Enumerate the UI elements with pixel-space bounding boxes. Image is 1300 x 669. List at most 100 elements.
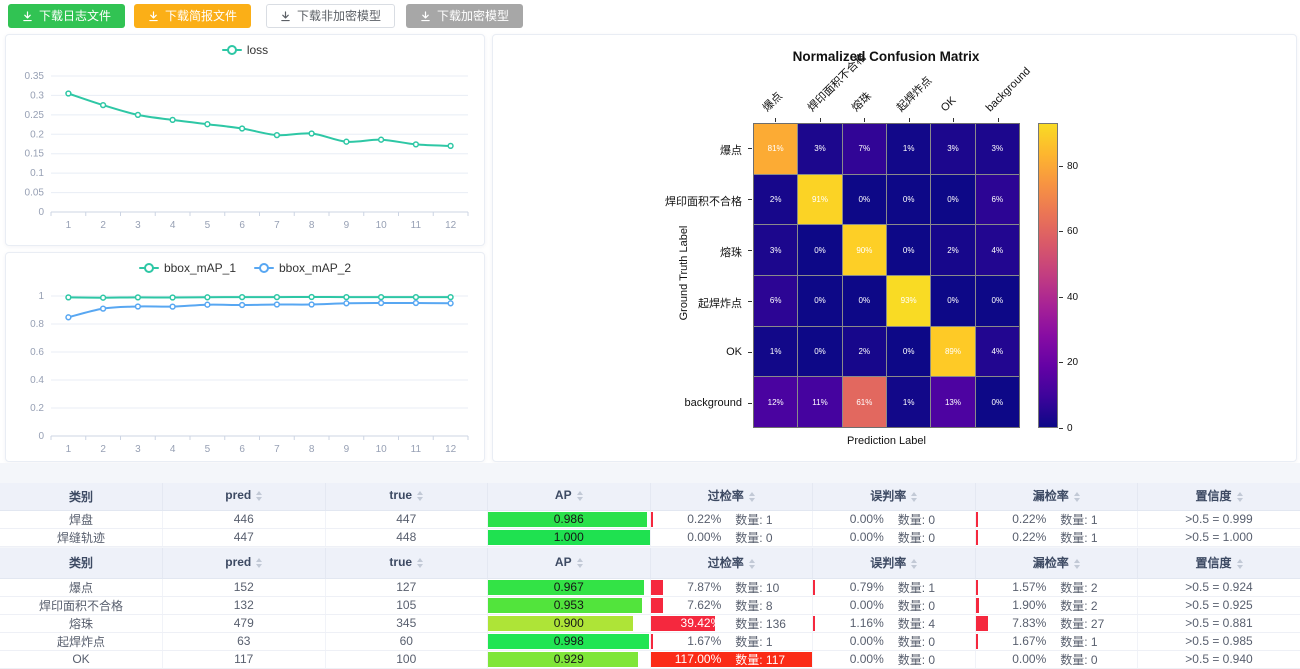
rate-cell-content: 0.00%数量: 0 xyxy=(813,651,975,668)
cm-cell: 91% xyxy=(798,175,841,225)
sort-icons[interactable] xyxy=(256,555,262,571)
data-point xyxy=(240,126,245,131)
cell-confidence: >0.5 = 0.999 xyxy=(1138,510,1300,528)
sort-icons[interactable] xyxy=(417,488,423,504)
cm-cell-value: 0% xyxy=(947,195,959,204)
rate-count: 数量: 1 xyxy=(1060,529,1118,546)
download-plain-model-button[interactable]: 下载非加密模型 xyxy=(266,4,395,28)
x-axis-tick-label: 6 xyxy=(239,444,245,455)
data-point xyxy=(448,295,453,300)
data-point xyxy=(448,301,453,306)
column-header-漏检率[interactable]: 漏检率 xyxy=(975,483,1138,510)
sort-icons[interactable] xyxy=(1074,556,1080,572)
cell-category: 起焊炸点 xyxy=(0,632,163,650)
series-loss xyxy=(66,91,453,148)
x-axis-tick-label: 4 xyxy=(170,220,176,231)
legend-item-bbox_mAP_2[interactable]: bbox_mAP_2 xyxy=(254,261,351,275)
column-header-pred[interactable]: pred xyxy=(163,483,326,510)
column-header-误判率[interactable]: 误判率 xyxy=(813,483,976,510)
sort-icons[interactable] xyxy=(911,489,917,505)
legend-label: bbox_mAP_1 xyxy=(164,261,236,275)
cm-cell-value: 6% xyxy=(770,296,782,305)
column-header-置信度[interactable]: 置信度 xyxy=(1138,548,1300,578)
column-header-true[interactable]: true xyxy=(325,483,488,510)
rate-count: 数量: 1 xyxy=(898,579,956,596)
legend-item-bbox_mAP_1[interactable]: bbox_mAP_1 xyxy=(139,261,236,275)
rate-cell-content: 39.42%数量: 136 xyxy=(651,615,813,632)
rate-percent: 7.87% xyxy=(669,580,721,594)
column-header-label: true xyxy=(389,488,412,502)
sort-icons[interactable] xyxy=(1237,489,1243,505)
sort-caret-up-icon xyxy=(417,488,423,495)
column-header-漏检率[interactable]: 漏检率 xyxy=(975,548,1138,578)
cell-ap: 1.000 xyxy=(488,528,651,546)
cell-true: 127 xyxy=(325,578,488,596)
cm-cell: 81% xyxy=(754,124,797,174)
cell-misjudge-rate: 0.00%数量: 0 xyxy=(813,650,976,668)
column-header-置信度[interactable]: 置信度 xyxy=(1138,483,1300,510)
sort-icons[interactable] xyxy=(911,556,917,572)
sort-caret-down-icon xyxy=(417,497,423,504)
x-axis-tick-label: 11 xyxy=(411,444,422,455)
rate-count: 数量: 27 xyxy=(1060,615,1118,632)
column-header-label: 漏检率 xyxy=(1033,556,1069,570)
column-header-true[interactable]: true xyxy=(325,548,488,578)
column-header-AP[interactable]: AP xyxy=(488,483,651,510)
sort-icons[interactable] xyxy=(577,555,583,571)
x-axis-tick-label: 4 xyxy=(170,444,176,455)
cm-column-label: 熔珠 xyxy=(850,90,875,115)
sort-icons[interactable] xyxy=(1237,556,1243,572)
sort-icons[interactable] xyxy=(749,556,755,572)
data-point xyxy=(344,139,349,144)
ap-value: 1.000 xyxy=(554,530,584,544)
rate-cell-content: 0.00%数量: 0 xyxy=(976,651,1138,668)
sort-icons[interactable] xyxy=(1074,489,1080,505)
cm-cell-value: 0% xyxy=(903,246,915,255)
cell-ap: 0.998 xyxy=(488,632,651,650)
sort-caret-down-icon xyxy=(577,497,583,504)
rate-count: 数量: 4 xyxy=(898,615,956,632)
cm-cell: 3% xyxy=(931,124,974,174)
ap-value: 0.967 xyxy=(554,580,584,594)
cm-row-label: 熔珠 xyxy=(612,244,742,260)
cell-category: 爆点 xyxy=(0,578,163,596)
cm-cell: 12% xyxy=(754,377,797,427)
sort-icons[interactable] xyxy=(749,489,755,505)
download-encrypted-model-button[interactable]: 下载加密模型 xyxy=(406,4,523,28)
cell-category: 焊缝轨迹 xyxy=(0,528,163,546)
column-header-AP[interactable]: AP xyxy=(488,548,651,578)
cm-cell: 0% xyxy=(931,175,974,225)
rate-percent: 0.22% xyxy=(669,512,721,526)
data-point xyxy=(275,295,280,300)
cm-x-axis-label: Prediction Label xyxy=(753,435,1020,447)
cell-category: 焊印面积不合格 xyxy=(0,596,163,614)
cm-cell-value: 0% xyxy=(859,296,871,305)
sort-caret-up-icon xyxy=(911,489,917,496)
sort-icons[interactable] xyxy=(577,488,583,504)
cm-cell-value: 4% xyxy=(992,347,1004,356)
data-point xyxy=(379,295,384,300)
column-header-pred[interactable]: pred xyxy=(163,548,326,578)
series-line xyxy=(68,297,450,298)
column-header-过检率[interactable]: 过检率 xyxy=(650,483,813,510)
sort-caret-down-icon xyxy=(577,564,583,571)
colorbar-tick xyxy=(1059,362,1063,363)
sort-icons[interactable] xyxy=(417,555,423,571)
download-report-button[interactable]: 下载简报文件 xyxy=(134,4,251,28)
rate-cell-content: 0.79%数量: 1 xyxy=(813,579,975,596)
cm-cell-value: 3% xyxy=(947,144,959,153)
rate-count: 数量: 117 xyxy=(735,651,793,668)
cell-miss-rate: 1.67%数量: 1 xyxy=(975,632,1138,650)
axis-tick xyxy=(909,118,910,122)
column-header-过检率[interactable]: 过检率 xyxy=(650,548,813,578)
sort-icons[interactable] xyxy=(256,488,262,504)
cm-cell-value: 12% xyxy=(768,398,784,407)
axis-tick xyxy=(748,148,752,149)
rate-cell-content: 0.00%数量: 0 xyxy=(813,597,975,614)
download-log-button[interactable]: 下载日志文件 xyxy=(8,4,125,28)
legend-item-loss[interactable]: loss xyxy=(222,43,268,57)
sort-caret-up-icon xyxy=(1237,489,1243,496)
column-header-误判率[interactable]: 误判率 xyxy=(813,548,976,578)
